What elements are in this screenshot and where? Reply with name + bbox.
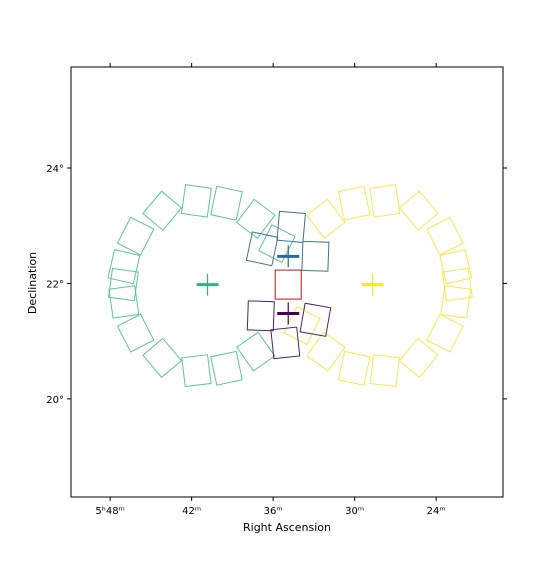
footprint-yellow-18 <box>369 184 401 218</box>
y-axis-label: Declination <box>26 252 39 314</box>
footprint-purple-31 <box>246 300 275 332</box>
footprint-purple-33 <box>299 302 332 337</box>
plot-area <box>70 66 504 498</box>
footprint-yellow-19 <box>337 185 371 221</box>
footprint-yellow-24 <box>369 354 401 388</box>
x-tick-label-0: 5ʰ48ᵐ <box>95 506 124 517</box>
footprint-steel-28 <box>245 231 279 267</box>
footprint-yellow-14 <box>441 267 473 302</box>
footprint-green-2 <box>116 216 155 256</box>
center-cross-1 <box>361 273 384 296</box>
markers-layer <box>196 245 384 325</box>
x-tick-label-3: 30ᵐ <box>345 506 364 517</box>
footprint-yellow-20 <box>306 198 346 239</box>
x-tick-label-1: 42ᵐ <box>182 506 201 517</box>
x-tick-label-4: 24ᵐ <box>427 506 446 517</box>
footprint-green-4 <box>180 184 212 218</box>
x-axis-label: Right Ascension <box>243 521 331 534</box>
footprint-steel-30 <box>301 240 330 272</box>
footprint-green-13 <box>236 331 276 372</box>
footprint-green-12 <box>210 350 243 386</box>
footprint-yellow-23 <box>398 337 439 379</box>
footprints-layer <box>107 184 473 388</box>
center-cross-3 <box>277 302 300 325</box>
footprint-yellow-26 <box>306 331 346 372</box>
footprint-green-1 <box>107 249 141 285</box>
x-tick-label-2: 36ᵐ <box>264 506 283 517</box>
footprint-yellow-27 <box>283 306 321 346</box>
center-cross-0 <box>196 273 219 296</box>
footprint-green-11 <box>181 354 212 388</box>
footprint-green-6 <box>235 198 276 239</box>
footprint-green-8 <box>108 285 140 319</box>
footprint-steel-29 <box>276 210 306 244</box>
center-cross-2 <box>277 245 300 268</box>
footprint-red-34 <box>274 269 302 300</box>
footprint-yellow-22 <box>426 313 464 353</box>
footprint-green-9 <box>116 313 155 353</box>
footprint-yellow-25 <box>337 350 371 386</box>
footprint-green-0 <box>107 267 139 302</box>
footprint-green-3 <box>142 190 183 231</box>
footprint-yellow-21 <box>440 285 472 319</box>
axes-layer: 5ʰ48ᵐ 42ᵐ 36ᵐ 30ᵐ 24ᵐ 20° 22° 24° <box>46 63 507 517</box>
footprint-green-10 <box>142 337 183 379</box>
footprint-yellow-15 <box>439 249 473 285</box>
y-tick-label-2: 24° <box>46 164 64 175</box>
footprint-green-5 <box>210 185 243 221</box>
footprint-yellow-17 <box>398 190 439 231</box>
footprint-yellow-16 <box>426 216 464 256</box>
y-tick-label-0: 20° <box>46 395 64 406</box>
footprint-purple-32 <box>270 326 301 360</box>
y-tick-label-1: 22° <box>46 279 64 290</box>
